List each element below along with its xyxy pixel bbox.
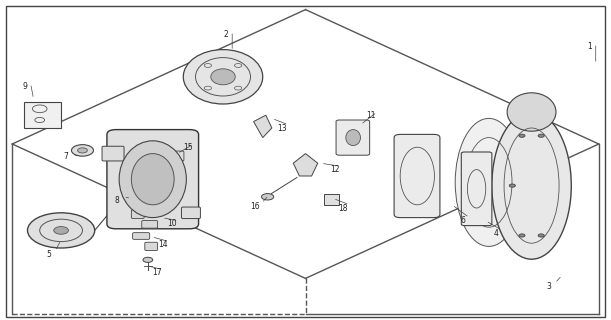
Circle shape — [538, 234, 544, 237]
Ellipse shape — [183, 50, 263, 104]
Text: 6: 6 — [461, 216, 466, 225]
FancyBboxPatch shape — [169, 151, 184, 161]
Circle shape — [519, 134, 525, 137]
FancyBboxPatch shape — [461, 152, 492, 226]
Ellipse shape — [507, 93, 556, 131]
Circle shape — [54, 227, 68, 234]
FancyBboxPatch shape — [142, 220, 158, 228]
Text: 18: 18 — [338, 204, 348, 212]
Circle shape — [143, 257, 153, 262]
Text: 5: 5 — [46, 250, 51, 259]
Circle shape — [27, 213, 95, 248]
Text: 4: 4 — [494, 229, 499, 238]
FancyBboxPatch shape — [336, 120, 370, 155]
FancyBboxPatch shape — [107, 130, 199, 229]
Bar — [24, 102, 61, 128]
Ellipse shape — [346, 130, 360, 146]
FancyBboxPatch shape — [102, 146, 124, 161]
FancyBboxPatch shape — [181, 207, 200, 219]
FancyBboxPatch shape — [133, 233, 150, 239]
Text: 8: 8 — [115, 196, 120, 204]
FancyBboxPatch shape — [145, 242, 158, 251]
Ellipse shape — [131, 154, 174, 205]
Circle shape — [71, 145, 93, 156]
FancyBboxPatch shape — [131, 210, 144, 219]
Bar — [324, 194, 339, 205]
Text: 7: 7 — [64, 152, 68, 161]
Text: 17: 17 — [152, 268, 162, 277]
Text: 10: 10 — [167, 220, 177, 228]
Circle shape — [78, 148, 87, 153]
Text: 14: 14 — [158, 240, 168, 249]
Circle shape — [538, 134, 544, 137]
Circle shape — [510, 184, 515, 187]
Ellipse shape — [119, 141, 186, 218]
Text: 13: 13 — [277, 124, 287, 132]
Text: 11: 11 — [366, 111, 376, 120]
Text: 1: 1 — [587, 42, 592, 51]
Circle shape — [519, 234, 525, 237]
Text: 2: 2 — [224, 30, 229, 39]
Text: 9: 9 — [22, 82, 27, 91]
Circle shape — [262, 194, 274, 200]
Ellipse shape — [455, 118, 522, 246]
Polygon shape — [254, 115, 272, 138]
Text: 16: 16 — [251, 202, 260, 211]
Ellipse shape — [211, 69, 235, 85]
Ellipse shape — [492, 112, 571, 259]
Text: 15: 15 — [183, 143, 192, 152]
Text: 12: 12 — [330, 165, 340, 174]
Text: 3: 3 — [546, 282, 551, 291]
Polygon shape — [293, 154, 318, 176]
FancyBboxPatch shape — [394, 134, 440, 218]
